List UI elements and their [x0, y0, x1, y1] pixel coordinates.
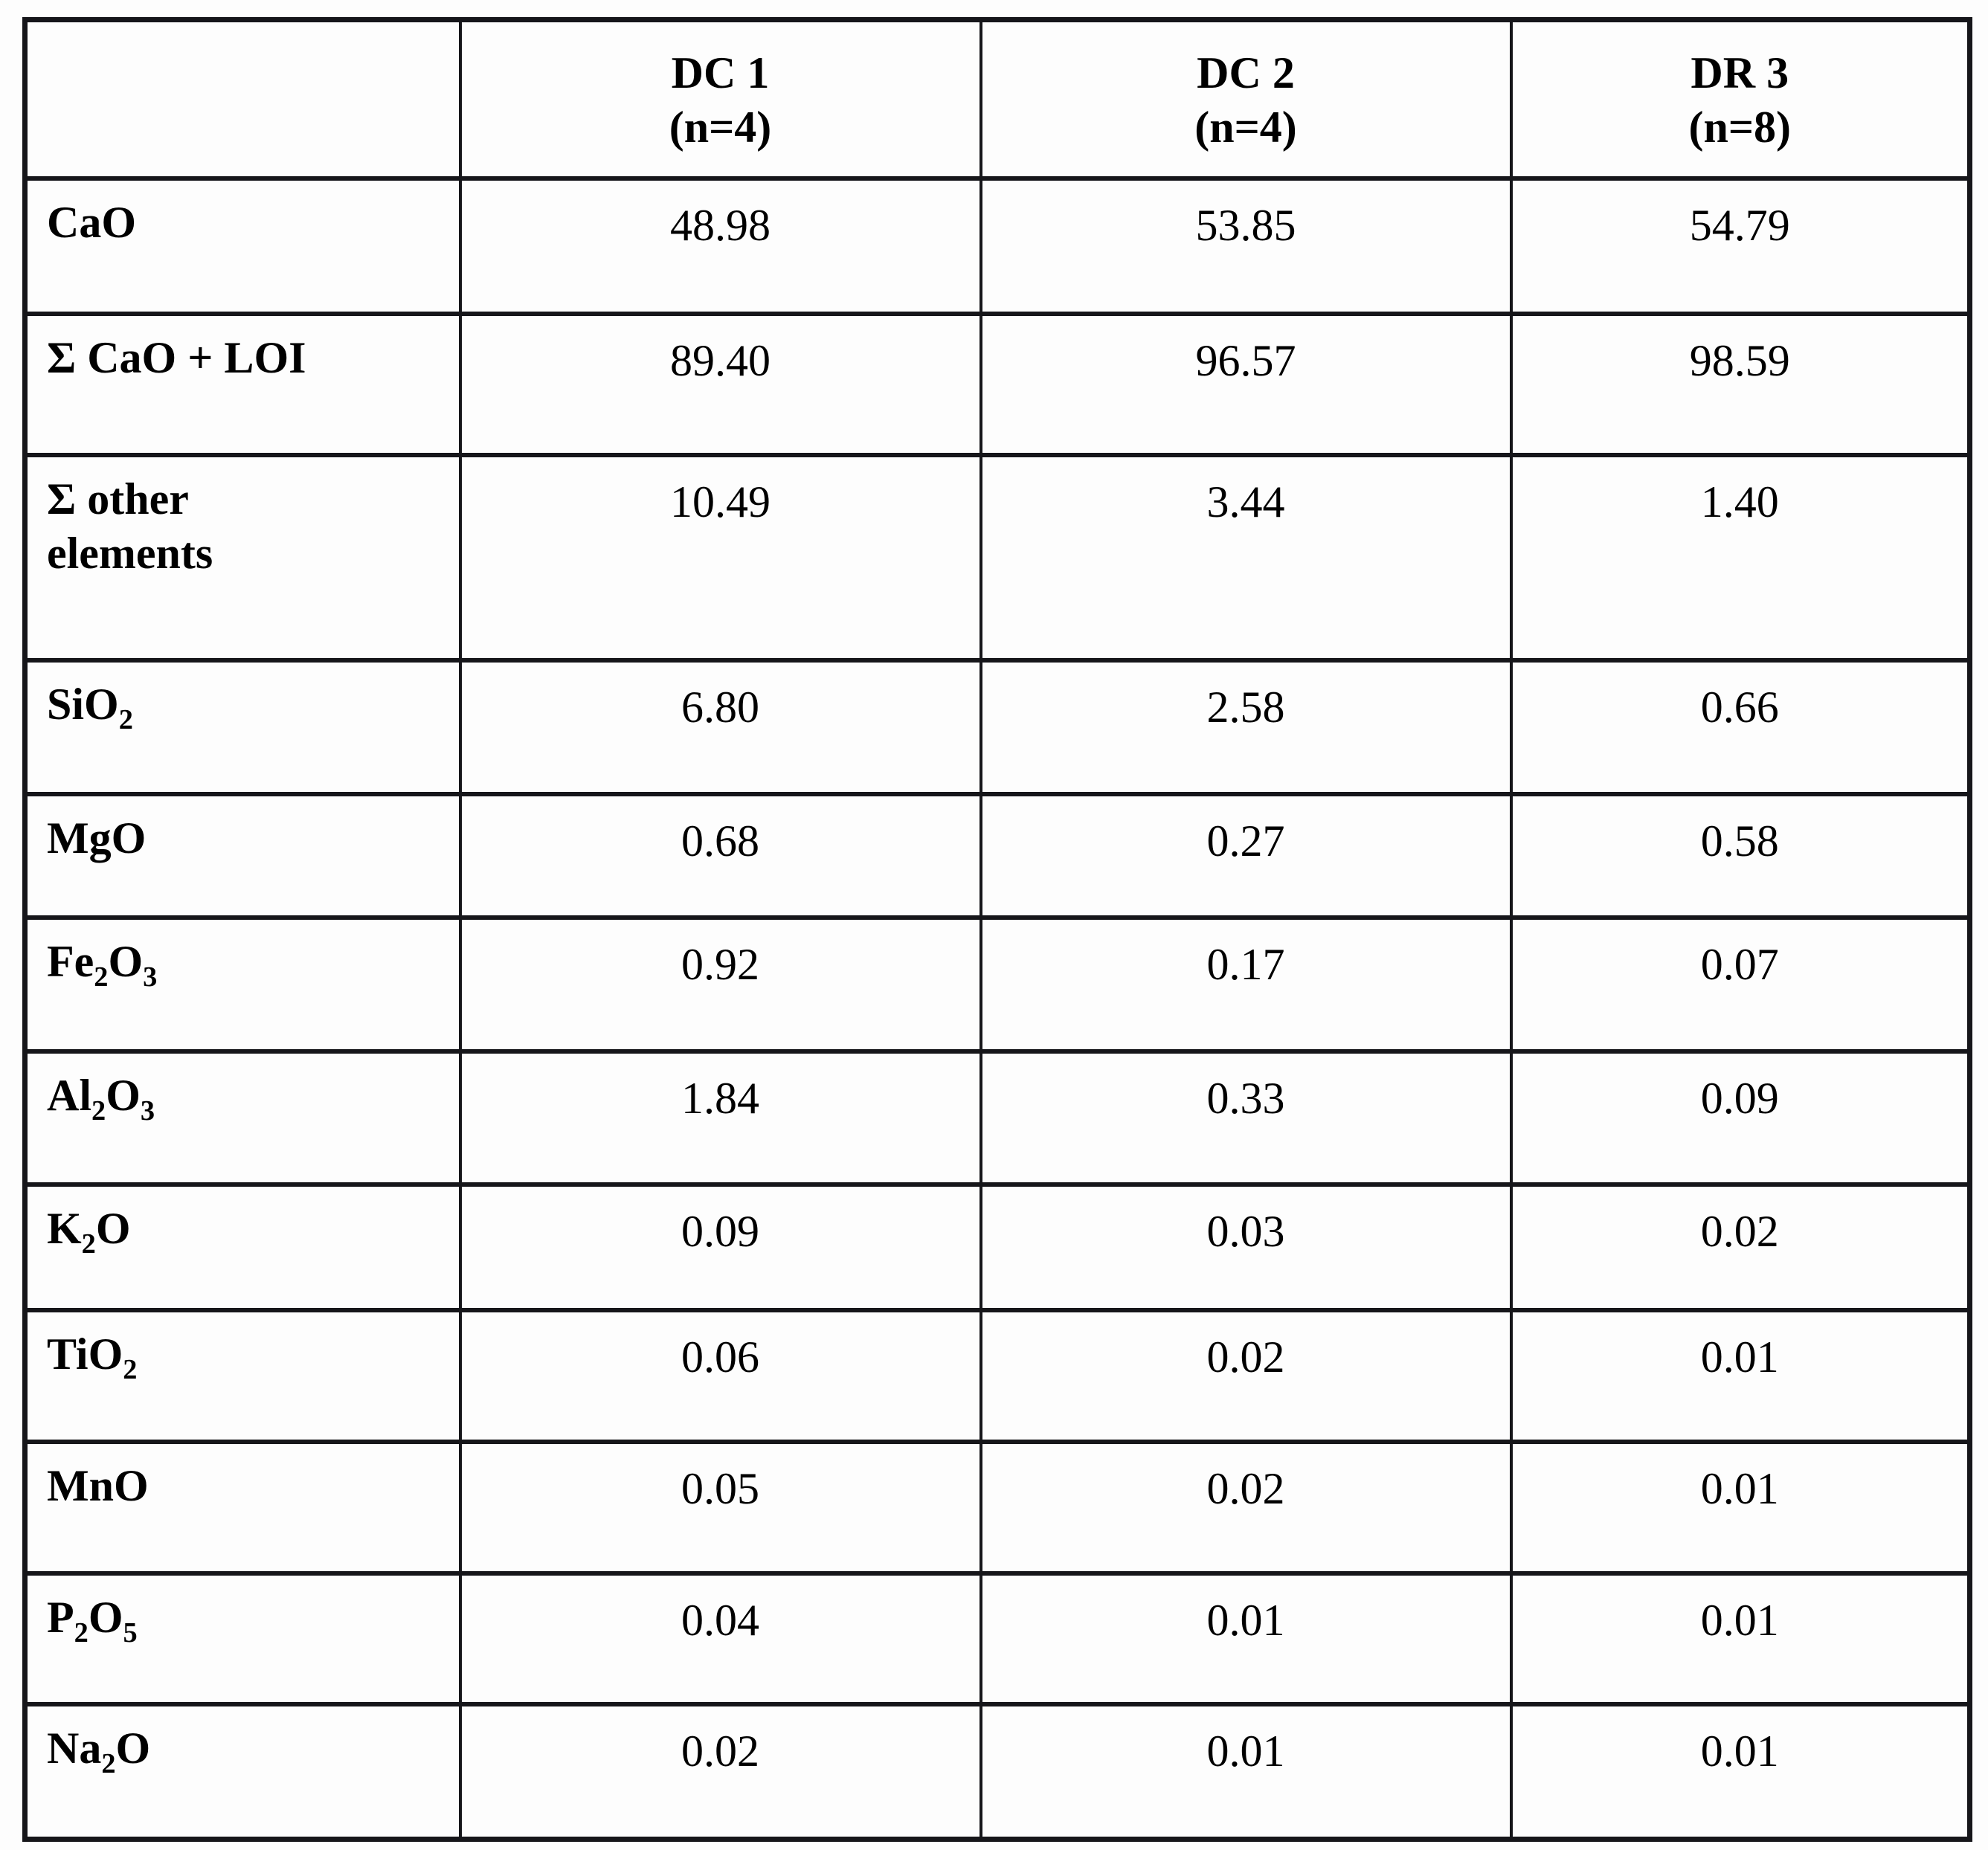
value-cell: 0.01 [1509, 1701, 1972, 1842]
row-label: CaO [23, 175, 462, 316]
value-cell: 0.58 [1509, 791, 1972, 920]
table-row-tio2: TiO2 0.06 0.02 0.01 [23, 1307, 1972, 1444]
column-title: DR 3 [1691, 48, 1789, 97]
column-subtitle: (n=4) [1194, 103, 1297, 152]
row-label: Σ other elements [23, 452, 462, 663]
header-row: DC 1 (n=4) DC 2 (n=4) DR 3 (n=8) [23, 17, 1972, 181]
value-cell: 0.27 [979, 791, 1513, 920]
column-title: DC 1 [671, 48, 770, 97]
table-row-na2o: Na2O 0.02 0.01 0.01 [23, 1701, 1972, 1842]
value-cell: 0.02 [979, 1307, 1513, 1444]
row-label: SiO2 [23, 657, 462, 796]
value-cell: 0.05 [458, 1439, 982, 1576]
composition-table: DC 1 (n=4) DC 2 (n=4) DR 3 (n=8) CaO 48.… [22, 17, 1972, 1842]
value-cell: 0.07 [1509, 915, 1972, 1054]
value-cell: 2.58 [979, 657, 1513, 796]
column-subtitle: (n=8) [1688, 103, 1792, 152]
row-label: Fe2O3 [23, 915, 462, 1054]
row-label: P2O5 [23, 1570, 462, 1706]
row-label: MnO [23, 1439, 462, 1576]
table-row-p2o5: P2O5 0.04 0.01 0.01 [23, 1570, 1972, 1706]
value-cell: 48.98 [458, 175, 982, 316]
value-cell: 1.84 [458, 1048, 982, 1187]
value-cell: 0.04 [458, 1570, 982, 1706]
value-cell: 0.09 [1509, 1048, 1972, 1187]
table-row-sio2: SiO2 6.80 2.58 0.66 [23, 657, 1972, 796]
column-subtitle: (n=4) [669, 103, 772, 152]
table-row-sum-cao-loi: Σ CaO + LOI 89.40 96.57 98.59 [23, 311, 1972, 457]
value-cell: 0.03 [979, 1182, 1513, 1312]
row-label: Σ CaO + LOI [23, 311, 462, 457]
row-label: Na2O [23, 1701, 462, 1842]
row-label: Al2O3 [23, 1048, 462, 1187]
value-cell: 0.92 [458, 915, 982, 1054]
value-cell: 0.06 [458, 1307, 982, 1444]
column-header-dc1: DC 1 (n=4) [458, 17, 982, 181]
value-cell: 0.02 [458, 1701, 982, 1842]
column-header-dr3: DR 3 (n=8) [1509, 17, 1972, 181]
value-cell: 1.40 [1509, 452, 1972, 663]
row-label: MgO [23, 791, 462, 920]
table-row-cao: CaO 48.98 53.85 54.79 [23, 175, 1972, 316]
value-cell: 0.01 [979, 1570, 1513, 1706]
value-cell: 0.02 [979, 1439, 1513, 1576]
value-cell: 53.85 [979, 175, 1513, 316]
value-cell: 96.57 [979, 311, 1513, 457]
table-row-mno: MnO 0.05 0.02 0.01 [23, 1439, 1972, 1576]
value-cell: 0.66 [1509, 657, 1972, 796]
value-cell: 6.80 [458, 657, 982, 796]
value-cell: 0.17 [979, 915, 1513, 1054]
table-row-sum-other-elements: Σ other elements 10.49 3.44 1.40 [23, 452, 1972, 663]
value-cell: 10.49 [458, 452, 982, 663]
row-label: K2O [23, 1182, 462, 1312]
table-row-k2o: K2O 0.09 0.03 0.02 [23, 1182, 1972, 1312]
value-cell: 0.01 [1509, 1570, 1972, 1706]
column-title: DC 2 [1197, 48, 1295, 97]
table-row-mgo: MgO 0.68 0.27 0.58 [23, 791, 1972, 920]
value-cell: 0.09 [458, 1182, 982, 1312]
table-row-al2o3: Al2O3 1.84 0.33 0.09 [23, 1048, 1972, 1187]
table-row-fe2o3: Fe2O3 0.92 0.17 0.07 [23, 915, 1972, 1054]
column-header-dc2: DC 2 (n=4) [979, 17, 1513, 181]
value-cell: 0.01 [1509, 1439, 1972, 1576]
value-cell: 98.59 [1509, 311, 1972, 457]
value-cell: 54.79 [1509, 175, 1972, 316]
corner-cell [23, 17, 462, 181]
value-cell: 0.68 [458, 791, 982, 920]
value-cell: 0.33 [979, 1048, 1513, 1187]
row-label: TiO2 [23, 1307, 462, 1444]
value-cell: 3.44 [979, 452, 1513, 663]
value-cell: 89.40 [458, 311, 982, 457]
value-cell: 0.02 [1509, 1182, 1972, 1312]
value-cell: 0.01 [1509, 1307, 1972, 1444]
value-cell: 0.01 [979, 1701, 1513, 1842]
